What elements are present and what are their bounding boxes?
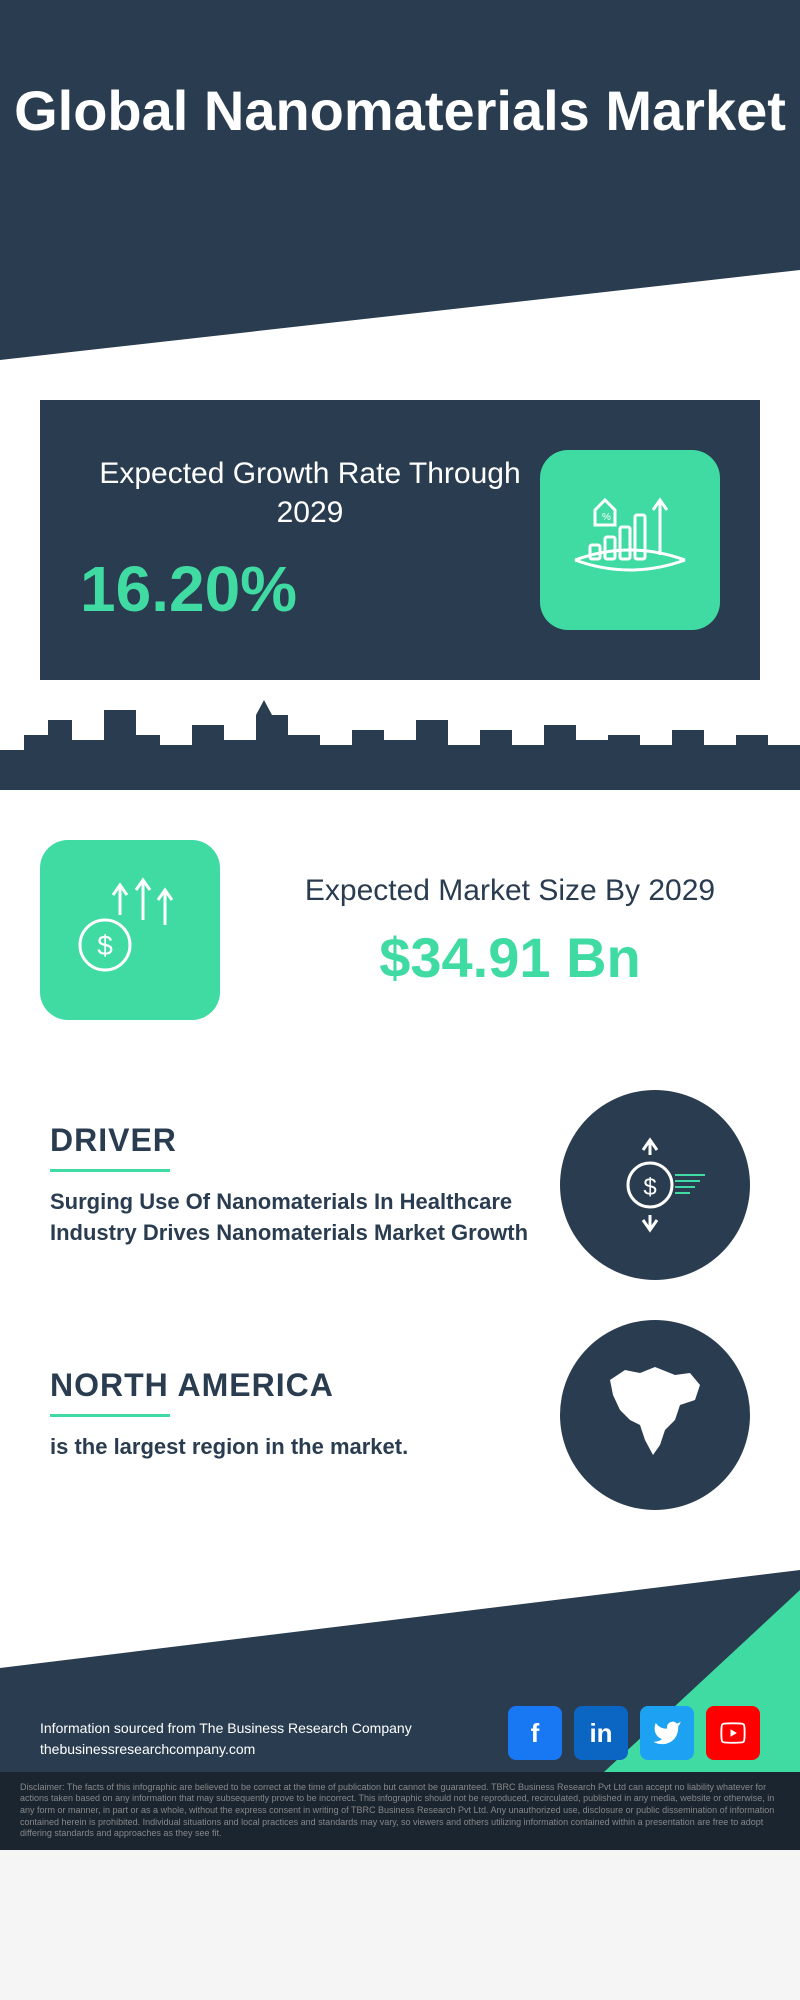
market-size-value: $34.91 Bn xyxy=(260,925,760,990)
facebook-icon[interactable]: f xyxy=(508,1706,562,1760)
header-background xyxy=(0,0,800,360)
source-line1: Information sourced from The Business Re… xyxy=(40,1718,412,1739)
driver-text: DRIVER Surging Use Of Nanomaterials In H… xyxy=(50,1122,530,1249)
footer: Information sourced from The Business Re… xyxy=(0,1570,800,1850)
main-title: Global Nanomaterials Market xyxy=(0,80,800,142)
growth-section: Expected Growth Rate Through 2029 16.20%… xyxy=(40,400,760,680)
growth-label: Expected Growth Rate Through 2029 xyxy=(80,454,540,532)
linkedin-icon[interactable]: in xyxy=(574,1706,628,1760)
svg-text:$: $ xyxy=(97,930,113,961)
header: Global Nanomaterials Market xyxy=(0,0,800,400)
footer-content: Information sourced from The Business Re… xyxy=(40,1706,760,1760)
disclaimer: Disclaimer: The facts of this infographi… xyxy=(0,1772,800,1850)
dollar-cycle-icon: $ xyxy=(560,1090,750,1280)
growth-value: 16.20% xyxy=(80,552,540,626)
footer-source: Information sourced from The Business Re… xyxy=(40,1718,412,1760)
region-section: NORTH AMERICA is the largest region in t… xyxy=(0,1300,800,1530)
region-body: is the largest region in the market. xyxy=(50,1432,530,1463)
dollar-growth-icon: $ xyxy=(40,840,220,1020)
svg-text:%: % xyxy=(602,512,611,523)
market-size-text: Expected Market Size By 2029 $34.91 Bn xyxy=(260,871,760,990)
north-america-map-icon xyxy=(560,1320,750,1510)
skyline-divider xyxy=(0,690,800,790)
youtube-icon[interactable] xyxy=(706,1706,760,1760)
growth-chart-icon: % xyxy=(540,450,720,630)
driver-title: DRIVER xyxy=(50,1122,530,1159)
growth-text: Expected Growth Rate Through 2029 16.20% xyxy=(80,454,540,626)
divider xyxy=(50,1414,170,1417)
divider xyxy=(50,1169,170,1172)
infographic: Global Nanomaterials Market Expected Gro… xyxy=(0,0,800,1850)
source-line2: thebusinessresearchcompany.com xyxy=(40,1739,412,1760)
driver-body: Surging Use Of Nanomaterials In Healthca… xyxy=(50,1187,530,1249)
market-size-section: $ Expected Market Size By 2029 $34.91 Bn xyxy=(0,790,800,1070)
region-text: NORTH AMERICA is the largest region in t… xyxy=(50,1367,530,1463)
driver-section: DRIVER Surging Use Of Nanomaterials In H… xyxy=(0,1070,800,1300)
twitter-icon[interactable] xyxy=(640,1706,694,1760)
market-size-label: Expected Market Size By 2029 xyxy=(260,871,760,910)
region-title: NORTH AMERICA xyxy=(50,1367,530,1404)
social-icons: f in xyxy=(508,1706,760,1760)
svg-text:$: $ xyxy=(643,1174,656,1201)
